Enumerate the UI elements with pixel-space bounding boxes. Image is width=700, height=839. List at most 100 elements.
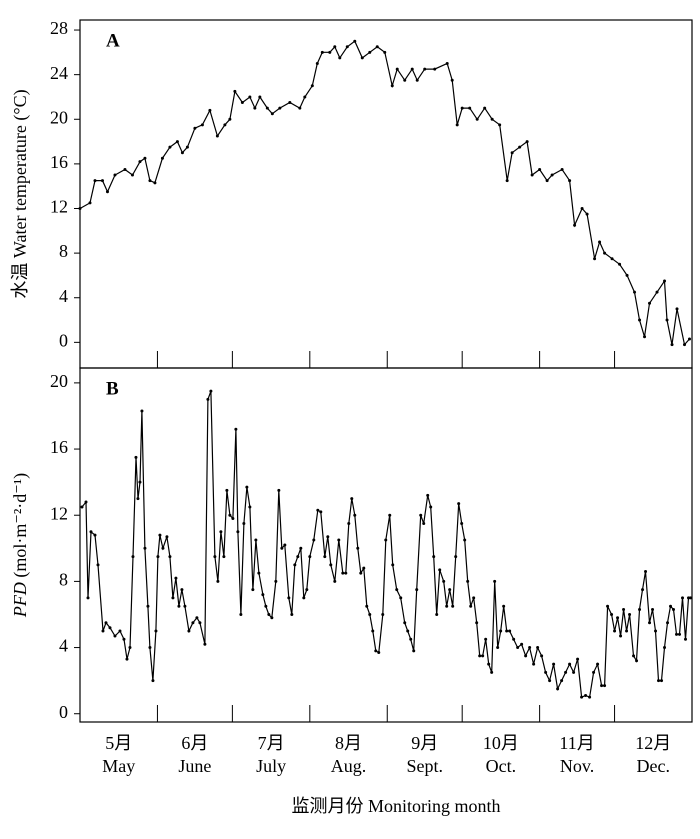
- month-label-en: May: [102, 756, 135, 776]
- data-point: [377, 651, 381, 655]
- data-point: [93, 533, 97, 537]
- data-point: [290, 612, 294, 616]
- data-point: [493, 579, 497, 583]
- data-point: [435, 612, 439, 616]
- data-point: [596, 662, 600, 666]
- data-point: [316, 508, 320, 512]
- data-point: [136, 497, 140, 501]
- data-point: [248, 505, 252, 509]
- data-point: [552, 662, 556, 666]
- data-point: [498, 123, 502, 127]
- data-point: [160, 156, 164, 160]
- data-point: [381, 612, 385, 616]
- data-point: [187, 629, 191, 633]
- data-point: [315, 62, 319, 65]
- data-point: [257, 571, 261, 575]
- data-point: [487, 662, 491, 666]
- y-axis-label-unit: (mol·m⁻²·d⁻¹): [10, 473, 31, 578]
- y-tick-label: 16: [50, 152, 68, 172]
- data-point: [648, 621, 652, 625]
- data-point: [278, 106, 282, 110]
- data-point: [368, 50, 372, 54]
- data-point: [468, 106, 472, 110]
- data-point: [641, 588, 645, 592]
- data-point: [657, 679, 661, 683]
- data-point: [298, 106, 302, 110]
- data-point: [84, 500, 88, 504]
- data-point: [568, 179, 572, 183]
- data-point: [391, 563, 395, 567]
- data-point: [678, 632, 682, 636]
- data-point: [618, 262, 622, 266]
- data-point: [651, 608, 655, 612]
- data-point: [572, 670, 576, 674]
- data-point: [356, 546, 360, 550]
- data-point: [688, 337, 692, 341]
- data-point: [308, 555, 312, 559]
- data-point: [530, 173, 534, 177]
- y-axis-label: 水温 Water temperature (°C): [10, 89, 31, 298]
- data-point: [475, 117, 479, 121]
- data-point: [265, 106, 269, 110]
- data-point: [388, 513, 392, 517]
- plot-frame: [79, 19, 693, 369]
- y-tick-label: 16: [50, 437, 68, 457]
- data-point: [248, 95, 252, 99]
- data-point: [478, 654, 482, 658]
- month-label-en: Dec.: [637, 756, 670, 776]
- data-point: [333, 45, 337, 49]
- data-point: [560, 167, 564, 171]
- data-point: [143, 546, 147, 550]
- data-point: [512, 637, 516, 641]
- data-point: [130, 173, 134, 177]
- y-tick-label: 8: [59, 570, 68, 590]
- data-point: [156, 555, 160, 559]
- data-point: [242, 521, 246, 525]
- data-point: [239, 612, 243, 616]
- month-label-en: Nov.: [560, 756, 594, 776]
- data-point: [353, 39, 357, 43]
- data-point: [524, 654, 528, 658]
- data-point: [409, 637, 413, 641]
- y-tick-label: 8: [59, 241, 68, 261]
- data-point: [323, 555, 327, 559]
- data-point: [253, 106, 257, 110]
- data-point: [422, 521, 426, 525]
- data-point: [165, 535, 169, 539]
- month-label-en: Aug.: [331, 756, 367, 776]
- data-point: [375, 45, 379, 49]
- data-point: [193, 126, 197, 130]
- data-point: [460, 106, 464, 110]
- data-point: [510, 151, 514, 155]
- data-point: [105, 190, 109, 194]
- month-label-cn: 9月: [411, 733, 438, 753]
- data-point: [472, 596, 476, 600]
- data-point: [429, 505, 433, 509]
- data-point: [669, 604, 673, 608]
- data-point: [251, 588, 255, 592]
- data-point: [153, 181, 157, 185]
- data-point: [78, 207, 82, 210]
- y-axis-label-var: PFD: [10, 582, 30, 618]
- data-point: [573, 223, 577, 227]
- y-tick-label: 4: [59, 636, 68, 656]
- data-point: [368, 612, 372, 616]
- data-point: [635, 659, 639, 663]
- data-point: [415, 78, 419, 82]
- data-point: [616, 616, 620, 620]
- panel-label: B: [106, 378, 119, 399]
- panel-label: A: [106, 30, 120, 51]
- data-point: [466, 579, 470, 583]
- data-point: [383, 50, 387, 54]
- data-point: [254, 538, 258, 542]
- data-point: [545, 179, 549, 183]
- y-axis-label: PFD (mol·m⁻²·d⁻¹): [10, 473, 31, 618]
- data-point: [556, 687, 560, 691]
- data-point: [505, 179, 509, 183]
- data-point: [138, 160, 142, 164]
- data-point: [606, 604, 610, 608]
- data-line: [79, 40, 690, 346]
- data-point: [123, 167, 127, 171]
- data-point: [469, 604, 473, 608]
- y-tick-label: 0: [59, 330, 68, 350]
